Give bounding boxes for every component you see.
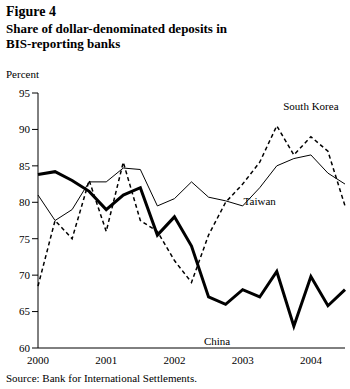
svg-text:2001: 2001 [95,354,117,366]
html-text:Figure 4: Figure 4 [6,4,56,19]
html-text:Percent: Percent [6,68,39,80]
svg-text:70: 70 [19,269,31,281]
html-text:South Korea: South Korea [283,99,339,112]
svg-text:2004: 2004 [300,354,323,366]
svg-text:60: 60 [19,342,31,354]
svg-text:80: 80 [19,196,31,208]
html-text:Source: Bank for International: Source: Bank for International Settlemen… [6,372,197,384]
svg-text:90: 90 [19,123,31,135]
svg-text:2000: 2000 [27,354,50,366]
svg-text:75: 75 [19,233,31,245]
svg-text:95: 95 [19,87,31,99]
html-text:Taiwan: Taiwan [243,194,276,207]
svg-text:2002: 2002 [163,354,185,366]
svg-text:2003: 2003 [232,354,255,366]
svg-text:85: 85 [19,160,31,172]
html-text:Share of dollar-denominated de: Share of dollar-denominated deposits in … [6,21,227,51]
svg-text:65: 65 [19,305,31,317]
html-text:China: China [203,335,231,348]
